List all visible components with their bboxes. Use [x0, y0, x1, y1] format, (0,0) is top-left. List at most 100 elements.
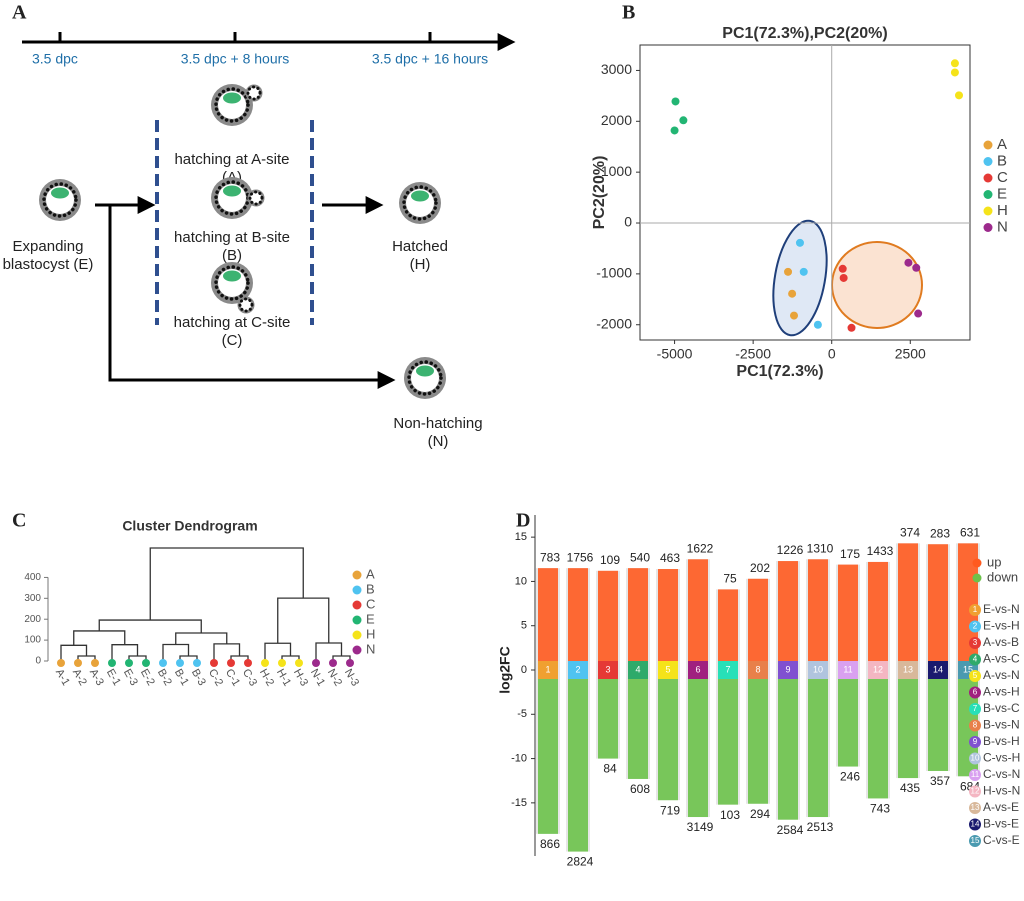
up-band: [838, 564, 858, 661]
legend-swatch: [983, 206, 993, 216]
legend-label: A-vs-B: [983, 635, 1019, 649]
dendrogram-link: [281, 655, 300, 661]
category-label: 9: [785, 664, 790, 674]
legend-label: up: [987, 554, 1001, 569]
legend-label: H: [366, 626, 375, 641]
hatching-bud-cells: [238, 297, 254, 313]
point: [799, 267, 808, 276]
embryo-cells: [407, 360, 443, 396]
point: [904, 258, 913, 267]
leaf-label: N-1: [308, 667, 327, 688]
leaf: [244, 659, 252, 667]
legend-swatch: [983, 173, 993, 183]
legend-number-badge: [969, 736, 981, 748]
down-count: 2824: [567, 855, 594, 869]
embryo-cells: [214, 265, 250, 301]
y-tick-label: 100: [24, 635, 41, 646]
legend-number-badge: [969, 769, 981, 781]
up-band: [598, 570, 618, 661]
legend-swatch: [352, 630, 362, 640]
embryo-cells: [402, 185, 438, 221]
leaf: [193, 659, 201, 667]
legend-label: A: [366, 566, 375, 581]
legend-label: B-vs-E: [983, 817, 1019, 831]
legend-swatch: [983, 157, 993, 166]
leaf-label: H-1: [274, 667, 293, 688]
leaf-label: N-2: [325, 667, 344, 688]
up-band: [778, 561, 798, 661]
up-count: 1622: [687, 541, 714, 555]
down-count: 357: [930, 774, 950, 788]
leaf-label: E-1: [104, 667, 123, 688]
panel-label: D: [516, 510, 530, 532]
legend-label: down: [987, 569, 1018, 584]
dendrogram-link: [332, 655, 351, 661]
up-count: 783: [540, 550, 560, 564]
leaf: [346, 659, 354, 667]
legend-number: 8: [973, 721, 978, 730]
up-band: [628, 568, 648, 661]
category-box: [538, 661, 558, 679]
down-band: [718, 679, 738, 805]
legend-swatch: [352, 645, 362, 655]
inner-cell-mass: [51, 187, 69, 199]
category-label: 3: [605, 664, 610, 674]
down-band: [658, 679, 678, 801]
legend-swatch: [983, 140, 993, 150]
up-band: [868, 561, 888, 661]
point: [847, 323, 856, 332]
legend-number: 11: [971, 770, 980, 779]
point: [670, 126, 679, 135]
dendrogram-link: [213, 643, 241, 661]
leaf-label: C-2: [206, 667, 225, 688]
legend-label: N: [366, 641, 375, 656]
dendrogram-link: [315, 642, 343, 661]
category-box: [748, 661, 768, 679]
panel-label: A: [12, 2, 27, 24]
down-band: [898, 679, 918, 779]
up-count: 109: [600, 553, 620, 567]
down-count: 743: [870, 802, 890, 816]
leaf-label: A-2: [70, 667, 89, 688]
dendrogram-link: [277, 597, 330, 644]
legend-label: A-vs-C: [983, 652, 1020, 666]
legend-label: E-vs-N: [983, 602, 1020, 616]
legend-label: B: [997, 152, 1007, 169]
category-label: 14: [933, 664, 943, 674]
category-box: [868, 661, 888, 679]
up-count: 631: [960, 526, 980, 540]
y-tick-label: 2000: [601, 112, 632, 128]
dendrogram-link: [179, 655, 198, 661]
category-label: 4: [635, 664, 640, 674]
dendrogram-link: [149, 547, 304, 621]
category-label: 13: [903, 664, 913, 674]
leaf-label: E-3: [121, 667, 140, 688]
dendrogram-link: [111, 644, 139, 661]
leaf: [278, 659, 286, 667]
y-tick-label: -1000: [596, 265, 632, 281]
point: [813, 320, 822, 329]
dendrogram-link: [264, 642, 292, 661]
up-count: 1226: [777, 543, 804, 557]
legend-label: E: [366, 611, 375, 626]
category-label: 11: [843, 664, 852, 674]
up-count: 374: [900, 526, 920, 540]
point: [790, 311, 798, 320]
category-label: 10: [813, 664, 823, 674]
node-label: (N): [428, 433, 449, 450]
up-count: 283: [930, 526, 950, 540]
embryo-cells: [214, 87, 250, 123]
category-box: [568, 661, 588, 679]
y-tick-label: 15: [515, 531, 527, 543]
legend-label: H-vs-N: [983, 784, 1020, 798]
leaf: [295, 659, 303, 667]
leaf-label: H-3: [291, 667, 310, 688]
leaf: [176, 659, 184, 667]
leaf: [91, 659, 99, 667]
up-band: [898, 543, 918, 661]
legend-number-badge: [969, 719, 981, 732]
legend-number: 13: [971, 803, 980, 812]
plot-frame: [639, 44, 971, 341]
down-band: [748, 679, 768, 804]
legend-label: B-vs-H: [983, 734, 1020, 748]
